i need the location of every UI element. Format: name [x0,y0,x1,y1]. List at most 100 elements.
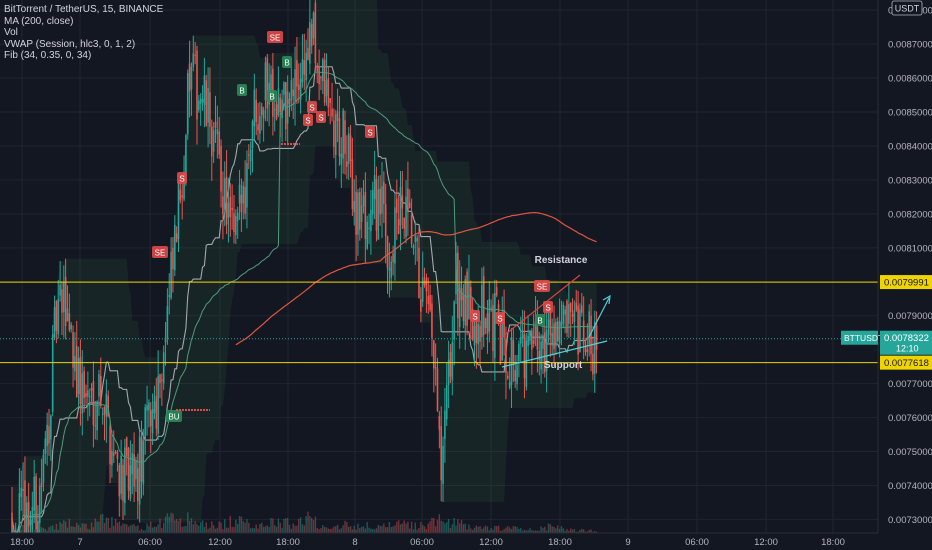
volume-bar [224,519,226,533]
candle-body [164,337,167,343]
candle-body [331,108,333,117]
volume-bar [118,521,120,533]
candle-body [562,304,565,324]
volume-bar [459,523,461,533]
candle-body [18,492,21,548]
currency-badge[interactable] [891,0,923,16]
volume-bar [544,526,546,533]
volume-bar [159,518,161,533]
volume-bar [103,522,106,533]
candle-body [418,247,420,299]
volume-bar [207,528,209,533]
candle-body [475,320,478,344]
volume-bar [33,529,35,533]
signal-marker-badge [237,84,247,96]
volume-bar [316,528,318,533]
candle-body [568,304,570,324]
volume-bar [314,516,317,533]
indicator-fib[interactable]: Fib (34, 0.35, 0, 34) [4,50,92,61]
volume-bar [434,526,437,533]
volume-bar [109,527,111,533]
volume-bar [329,529,331,533]
candle-body [72,332,74,368]
candle-body [479,325,481,342]
candle-body [196,50,198,120]
signal-marker-label: B [239,87,244,96]
volume-bar [126,524,128,533]
volume-bar [566,528,568,533]
candle-body [96,401,98,431]
candle-body [100,376,102,407]
candle-body [344,120,346,154]
resistance-label[interactable]: Resistance [535,255,588,266]
volume-bar [342,525,344,533]
volume-bar [512,526,515,533]
volume-bar [181,526,183,533]
candle-body [299,78,302,100]
candle-body [140,437,143,482]
volume-bar [403,520,405,533]
volume-bar [353,525,355,533]
candle-body [325,80,328,96]
volume-bar [477,526,479,533]
volume-bar [520,528,522,533]
volume-bar [16,530,19,533]
candle-body [462,295,465,322]
volume-bar [414,522,416,533]
volume-bar [582,529,585,533]
candle-body [545,329,548,372]
candle-body [38,485,41,523]
volume-bar [336,524,339,533]
candle-body [529,330,531,341]
volume-bar [70,526,72,533]
volume-bar [453,517,455,533]
volume-bar [547,523,550,533]
candle-body [190,67,193,90]
candle-body [482,276,485,335]
signal-marker-badge [152,246,168,258]
volume-bar [183,526,185,533]
volume-bar [270,518,272,533]
volume-bar [470,528,472,533]
candle-body [138,436,141,505]
candle-body [549,310,552,336]
candle-body [303,60,306,75]
volume-bar [214,528,217,533]
volume-bar [74,526,76,533]
symbol-title[interactable]: BitTorrent / TetherUS, 15, BINANCE [4,4,164,15]
volume-bar [288,524,291,533]
volume-bar [22,524,24,533]
volume-bar [494,525,496,533]
indicator-ma[interactable]: MA (200, close) [4,15,74,27]
indicator-vol[interactable]: Vol [4,27,18,38]
volume-bar [255,524,257,533]
candle-body [127,447,130,491]
candle-body [79,356,82,405]
candle-body [410,214,413,244]
time-tick-label: 18:00 [276,537,300,548]
volume-bar [355,529,357,533]
volume-bar [151,527,154,533]
candle-body [571,314,574,317]
candle-body [440,426,442,481]
indicator-vwap[interactable]: VWAP (Session, hlc3, 0, 1, 2) [4,38,136,50]
price-tick-label: 0.0074000 [888,481,932,492]
candle-body [575,302,578,311]
signal-marker-badge [470,310,480,322]
volume-bar [377,525,379,533]
candle-body [386,236,389,268]
signal-marker-badge [303,114,313,126]
symbol-tag-bg [841,330,878,345]
time-tick-label: 18:00 [10,537,34,548]
candle-body [87,390,89,397]
volume-bar [545,530,548,533]
candle-body [525,340,528,388]
candle-body [427,295,430,304]
candle-body [137,468,139,501]
candle-body [490,307,492,309]
candle-body [523,334,526,379]
support-label[interactable]: Support [544,360,583,371]
volume-bar [327,528,330,533]
